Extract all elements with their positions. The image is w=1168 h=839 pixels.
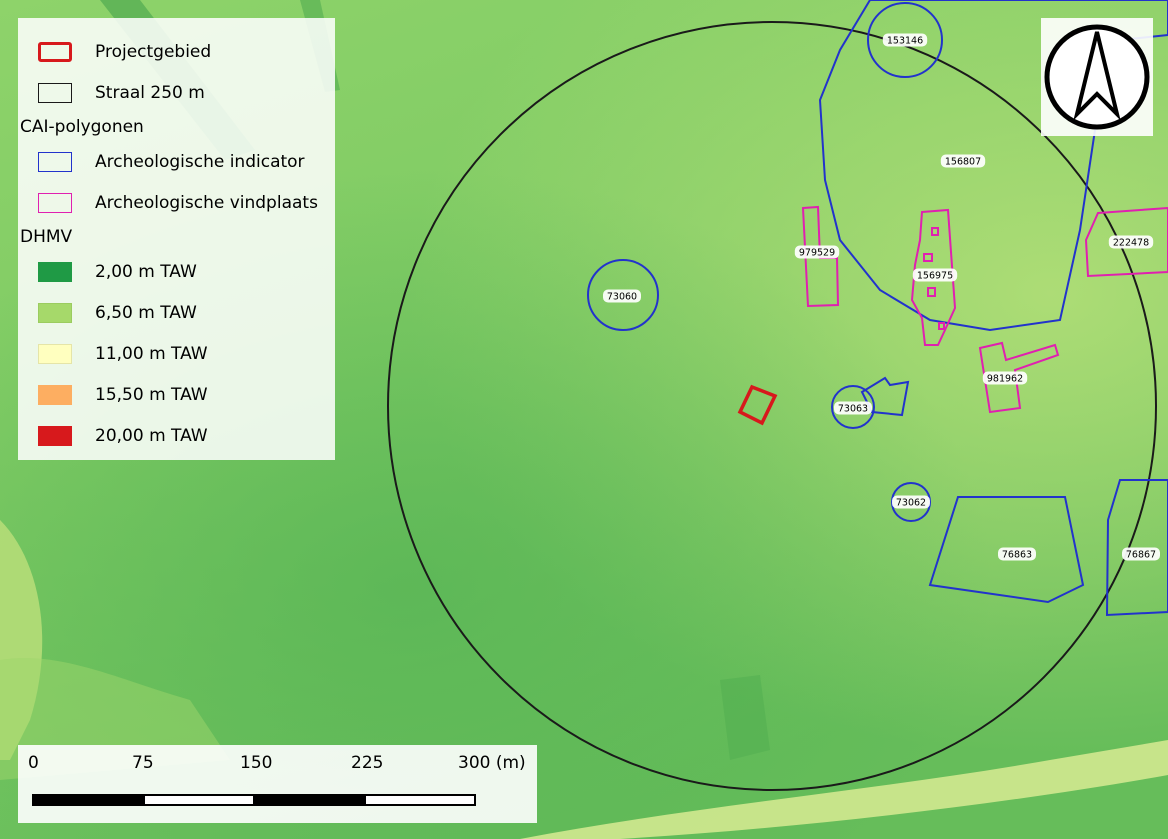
scale-tick-75: 75 [132,753,154,773]
svg-text:73060: 73060 [607,292,637,303]
svg-text:73063: 73063 [838,404,868,415]
feature-label-979529: 979529 [794,245,840,259]
indicator-73063[interactable] [831,385,875,429]
dhmv-swatch-2 [38,303,72,323]
arch-site-swatch [38,193,72,213]
svg-text:222478: 222478 [1113,238,1149,249]
legend-arch-indicator-label: Archeologische indicator [95,152,305,172]
legend-dhmv-heading: DHMV [20,227,73,247]
dhmv-swatch-3 [38,344,72,364]
site-156975-part[interactable] [923,253,933,262]
indicator-76863[interactable] [928,496,1085,604]
site-979529[interactable] [801,205,840,308]
svg-text:156975: 156975 [917,271,953,282]
scale-tick-150: 150 [240,753,273,773]
feature-label-222478: 222478 [1108,235,1154,249]
dhmv-swatch-5 [38,426,72,446]
site-222478[interactable] [1084,206,1168,278]
legend-dhmv-label-5: 20,00 m TAW [95,426,208,446]
svg-text:76863: 76863 [1002,550,1032,561]
road-strip [520,740,1168,839]
legend-dhmv-label-4: 15,50 m TAW [95,385,208,405]
svg-text:73062: 73062 [896,498,926,509]
svg-text:76867: 76867 [1126,550,1156,561]
feature-label-981962: 981962 [982,371,1028,385]
legend-radius-label: Straal 250 m [95,83,205,103]
scale-segment-1 [32,794,145,806]
legend-dhmv-label-2: 6,50 m TAW [95,303,197,323]
site-156975-part[interactable] [927,287,936,297]
scale-bar: 0 75 150 225 300 (m) [18,745,537,823]
dark-patch [720,675,770,760]
legend-cai-heading: CAI-polygonen [20,117,144,137]
scale-tick-0: 0 [28,753,39,773]
feature-label-73063: 73063 [834,401,872,415]
scale-segment-2 [143,794,255,806]
project-area[interactable] [737,384,778,426]
map-legend: Projectgebied Straal 250 m CAI-polygonen… [18,18,335,460]
site-156975-part[interactable] [938,322,945,330]
feature-label-156807: 156807 [940,154,986,168]
north-arrow-icon [1044,24,1150,130]
north-arrow [1041,18,1153,136]
legend-dhmv-label-3: 11,00 m TAW [95,344,208,364]
site-981962[interactable] [978,341,1060,414]
svg-text:156807: 156807 [945,157,981,168]
site-156975-part[interactable] [931,227,939,236]
indicator-153146[interactable] [867,2,943,78]
scale-tick-300: 300 (m) [458,753,526,773]
scale-segment-4 [364,794,476,806]
indicator-73060[interactable] [587,259,659,331]
arch-indicator-swatch [38,152,72,172]
scale-segment-3 [253,794,366,806]
feature-label-76863: 76863 [998,547,1036,561]
legend-project-area-label: Projectgebied [95,42,212,62]
feature-label-76867: 76867 [1122,547,1160,561]
svg-text:979529: 979529 [799,248,835,259]
dhmv-swatch-1 [38,262,72,282]
scale-tick-225: 225 [351,753,384,773]
svg-text:981962: 981962 [987,374,1023,385]
radius-swatch [38,83,72,103]
svg-text:153146: 153146 [887,36,923,47]
feature-label-153146: 153146 [882,33,928,47]
feature-label-73062: 73062 [892,495,930,509]
radius-circle[interactable] [387,21,1157,791]
feature-label-156975: 156975 [912,268,958,282]
project-area-swatch [38,42,72,62]
indicator-76867[interactable] [1105,479,1168,617]
feature-label-73060: 73060 [603,289,641,303]
legend-dhmv-label-1: 2,00 m TAW [95,262,197,282]
dhmv-swatch-4 [38,385,72,405]
indicator-73063-polygon[interactable] [860,376,910,417]
legend-arch-site-label: Archeologische vindplaats [95,193,318,213]
